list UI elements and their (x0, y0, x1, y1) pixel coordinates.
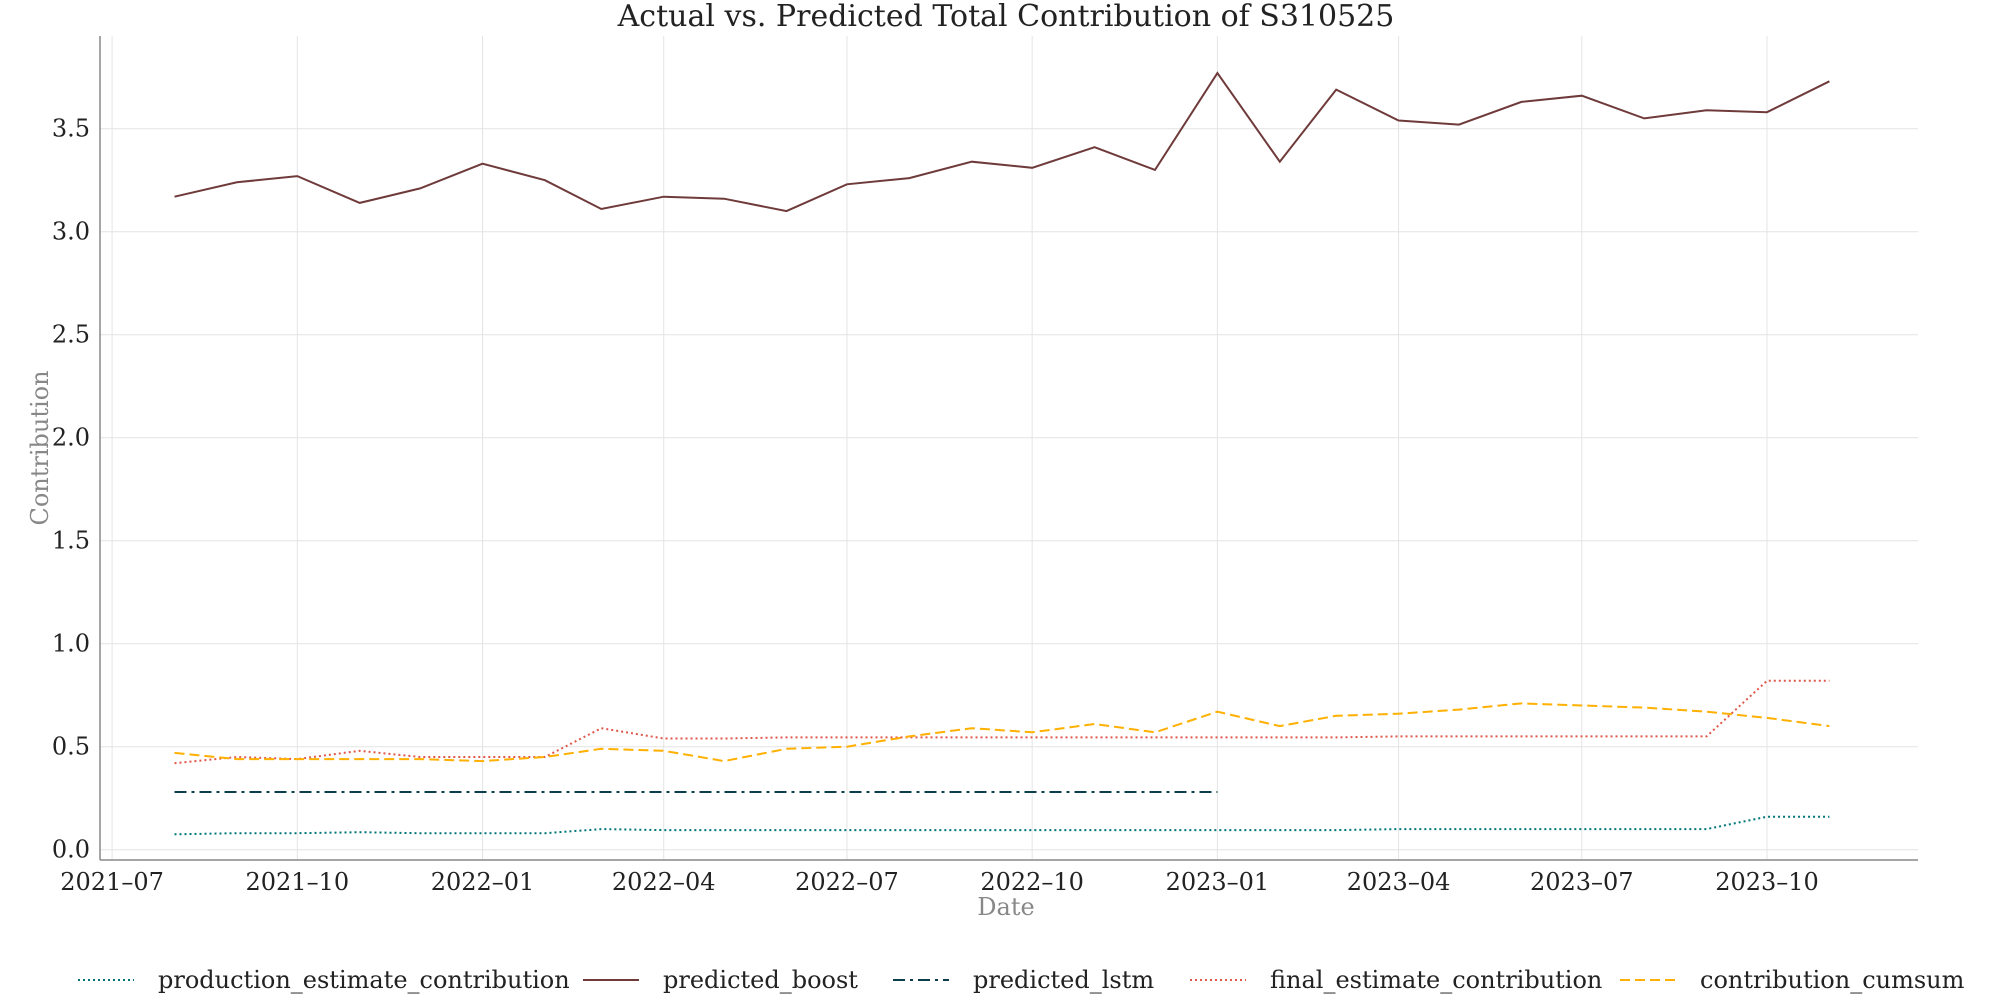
y-tick-label: 2.5 (52, 321, 90, 349)
y-tick-label: 1.0 (52, 630, 90, 658)
legend: production_estimate_contribution predicte… (78, 966, 1965, 994)
series-line-contribution-cumsum (174, 702, 1830, 763)
y-tick-label: 3.5 (52, 115, 90, 143)
x-tick-label: 2022–01 (431, 868, 535, 896)
y-axis-label: Contribution (26, 370, 54, 525)
x-tick-label: 2023–01 (1166, 868, 1270, 896)
series-line-final-estimate-contribution (174, 679, 1830, 765)
y-tick-label: 1.5 (52, 527, 90, 555)
axes (99, 36, 1918, 861)
x-axis-label: Date (977, 893, 1034, 921)
y-tick-label: 0.0 (52, 836, 90, 864)
x-axis-ticks: 2021–07 2021–10 2022–01 2022–04 2022–07 2022–… (60, 868, 1819, 896)
legend-label: predicted_boost (663, 966, 858, 994)
y-tick-label: 0.5 (52, 733, 90, 761)
legend-label: contribution_cumsum (1700, 966, 1965, 994)
x-tick-label: 2021–07 (60, 868, 164, 896)
x-tick-label: 2023–10 (1715, 868, 1819, 896)
legend-label: production_estimate_contribution (158, 966, 570, 994)
chart-title: Actual vs. Predicted Total Contribution … (617, 0, 1395, 34)
y-tick-label: 3.0 (52, 218, 90, 246)
x-tick-label: 2022–10 (980, 868, 1084, 896)
series-line-production-estimate-contribution (174, 815, 1830, 836)
x-tick-label: 2021–10 (245, 868, 349, 896)
x-tick-label: 2023–04 (1347, 868, 1451, 896)
legend-label: predicted_lstm (973, 966, 1154, 994)
x-tick-label: 2022–04 (612, 868, 716, 896)
x-tick-label: 2023–07 (1530, 868, 1634, 896)
y-axis-ticks: 0.0 0.5 1.0 1.5 2.0 2.5 3.0 3.5 (52, 115, 90, 864)
grid (100, 36, 1918, 860)
y-tick-label: 2.0 (52, 424, 90, 452)
series-line-predicted-boost (174, 71, 1830, 213)
series (174, 71, 1830, 836)
x-tick-label: 2022–07 (795, 868, 899, 896)
legend-label: final_estimate_contribution (1270, 966, 1602, 994)
